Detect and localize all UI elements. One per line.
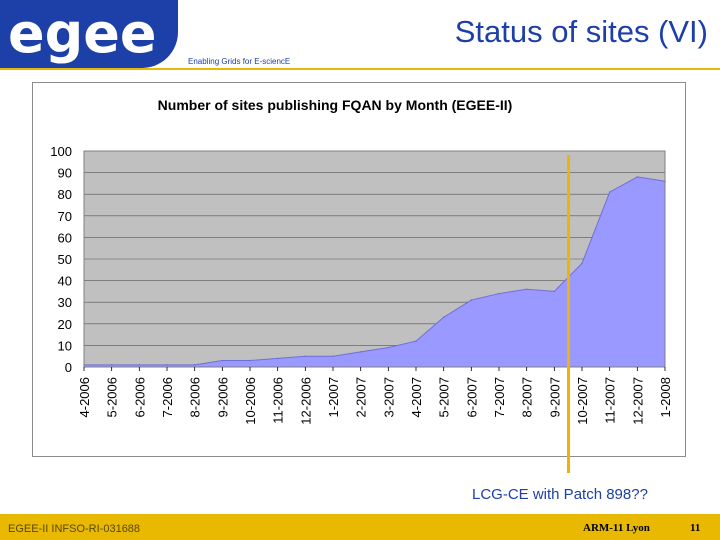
y-tick-label: 60 xyxy=(58,230,72,245)
data-point xyxy=(498,292,500,295)
x-tick-label: 11-2006 xyxy=(271,377,286,424)
x-tick-label: 4-2007 xyxy=(409,377,424,417)
x-tick-label: 8-2007 xyxy=(520,377,535,417)
data-point xyxy=(415,340,417,342)
area-chart: Number of sites publishing FQAN by Month… xyxy=(50,97,673,425)
slide-title: Status of sites (VI) xyxy=(454,14,708,49)
egee-logo: egee xyxy=(0,0,178,68)
x-tick-label: 9-2007 xyxy=(547,377,562,417)
x-tick-label: 3-2007 xyxy=(381,377,396,417)
data-point xyxy=(110,364,113,366)
x-tick-label: 11-2007 xyxy=(603,377,618,424)
data-point xyxy=(304,355,307,358)
y-tick-label: 50 xyxy=(58,252,72,267)
x-tick-label: 7-2006 xyxy=(160,377,175,417)
x-tick-label: 4-2006 xyxy=(77,377,92,417)
logo-text: egee xyxy=(8,2,157,65)
data-point xyxy=(332,355,334,358)
data-point xyxy=(470,299,473,301)
plot-border xyxy=(83,150,666,368)
data-point xyxy=(608,191,611,193)
area-series xyxy=(84,176,665,367)
x-tick-label: 10-2007 xyxy=(575,377,590,425)
data-point xyxy=(359,351,362,353)
data-point xyxy=(442,316,445,319)
x-tick-label: 5-2007 xyxy=(437,377,452,417)
x-tick-label: 6-2007 xyxy=(464,377,479,417)
data-point xyxy=(636,176,639,178)
data-point xyxy=(221,359,224,362)
y-tick-label: 100 xyxy=(50,144,72,159)
egee-logo-graphic: egee xyxy=(0,0,178,68)
y-tick-label: 40 xyxy=(58,274,72,289)
y-tick-label: 20 xyxy=(58,317,72,332)
chart-frame: Number of sites publishing FQAN by Month… xyxy=(32,82,686,457)
y-tick-label: 90 xyxy=(58,166,72,181)
footer-event: ARM-11 Lyon xyxy=(583,522,650,534)
y-tick-label: 0 xyxy=(65,360,72,375)
header-rule xyxy=(0,68,720,70)
chart-title: Number of sites publishing FQAN by Month… xyxy=(158,97,513,113)
x-tick-label: 5-2006 xyxy=(105,377,120,417)
y-tick-label: 30 xyxy=(58,295,72,310)
footer-bar: EGEE-II INFSO-RI-031688 ARM-11 Lyon 11 xyxy=(0,514,720,540)
x-tick-label: 8-2006 xyxy=(188,377,203,417)
data-point xyxy=(249,359,251,362)
x-tick-label: 6-2006 xyxy=(132,377,147,417)
x-tick-label: 10-2006 xyxy=(243,377,258,425)
y-tick-label: 70 xyxy=(58,209,72,224)
x-tick-label: 12-2006 xyxy=(298,377,313,425)
data-point xyxy=(138,364,141,366)
page-number: 11 xyxy=(690,522,701,534)
data-point xyxy=(387,346,390,349)
annotation-label: LCG-CE with Patch 898?? xyxy=(472,486,648,503)
x-tick-label: 2-2007 xyxy=(354,377,369,417)
data-point xyxy=(581,262,583,265)
y-tick-label: 10 xyxy=(58,338,72,353)
data-point xyxy=(166,364,168,366)
data-point xyxy=(525,288,528,291)
data-point xyxy=(193,364,196,366)
data-point xyxy=(553,290,556,293)
x-tick-label: 7-2007 xyxy=(492,377,507,417)
x-tick-label: 1-2008 xyxy=(658,377,673,417)
x-tick-label: 12-2007 xyxy=(630,377,645,425)
data-point xyxy=(276,357,279,360)
tagline: Enabling Grids for E-sciencE xyxy=(188,57,291,66)
annotation-marker-line xyxy=(567,155,570,473)
y-tick-label: 80 xyxy=(58,187,72,202)
x-tick-label: 1-2007 xyxy=(326,377,341,417)
footer-project-id: EGEE-II INFSO-RI-031688 xyxy=(8,523,141,535)
slide-header: egee Status of sites (VI) Enabling Grids… xyxy=(0,0,720,70)
x-tick-label: 9-2006 xyxy=(215,377,230,417)
